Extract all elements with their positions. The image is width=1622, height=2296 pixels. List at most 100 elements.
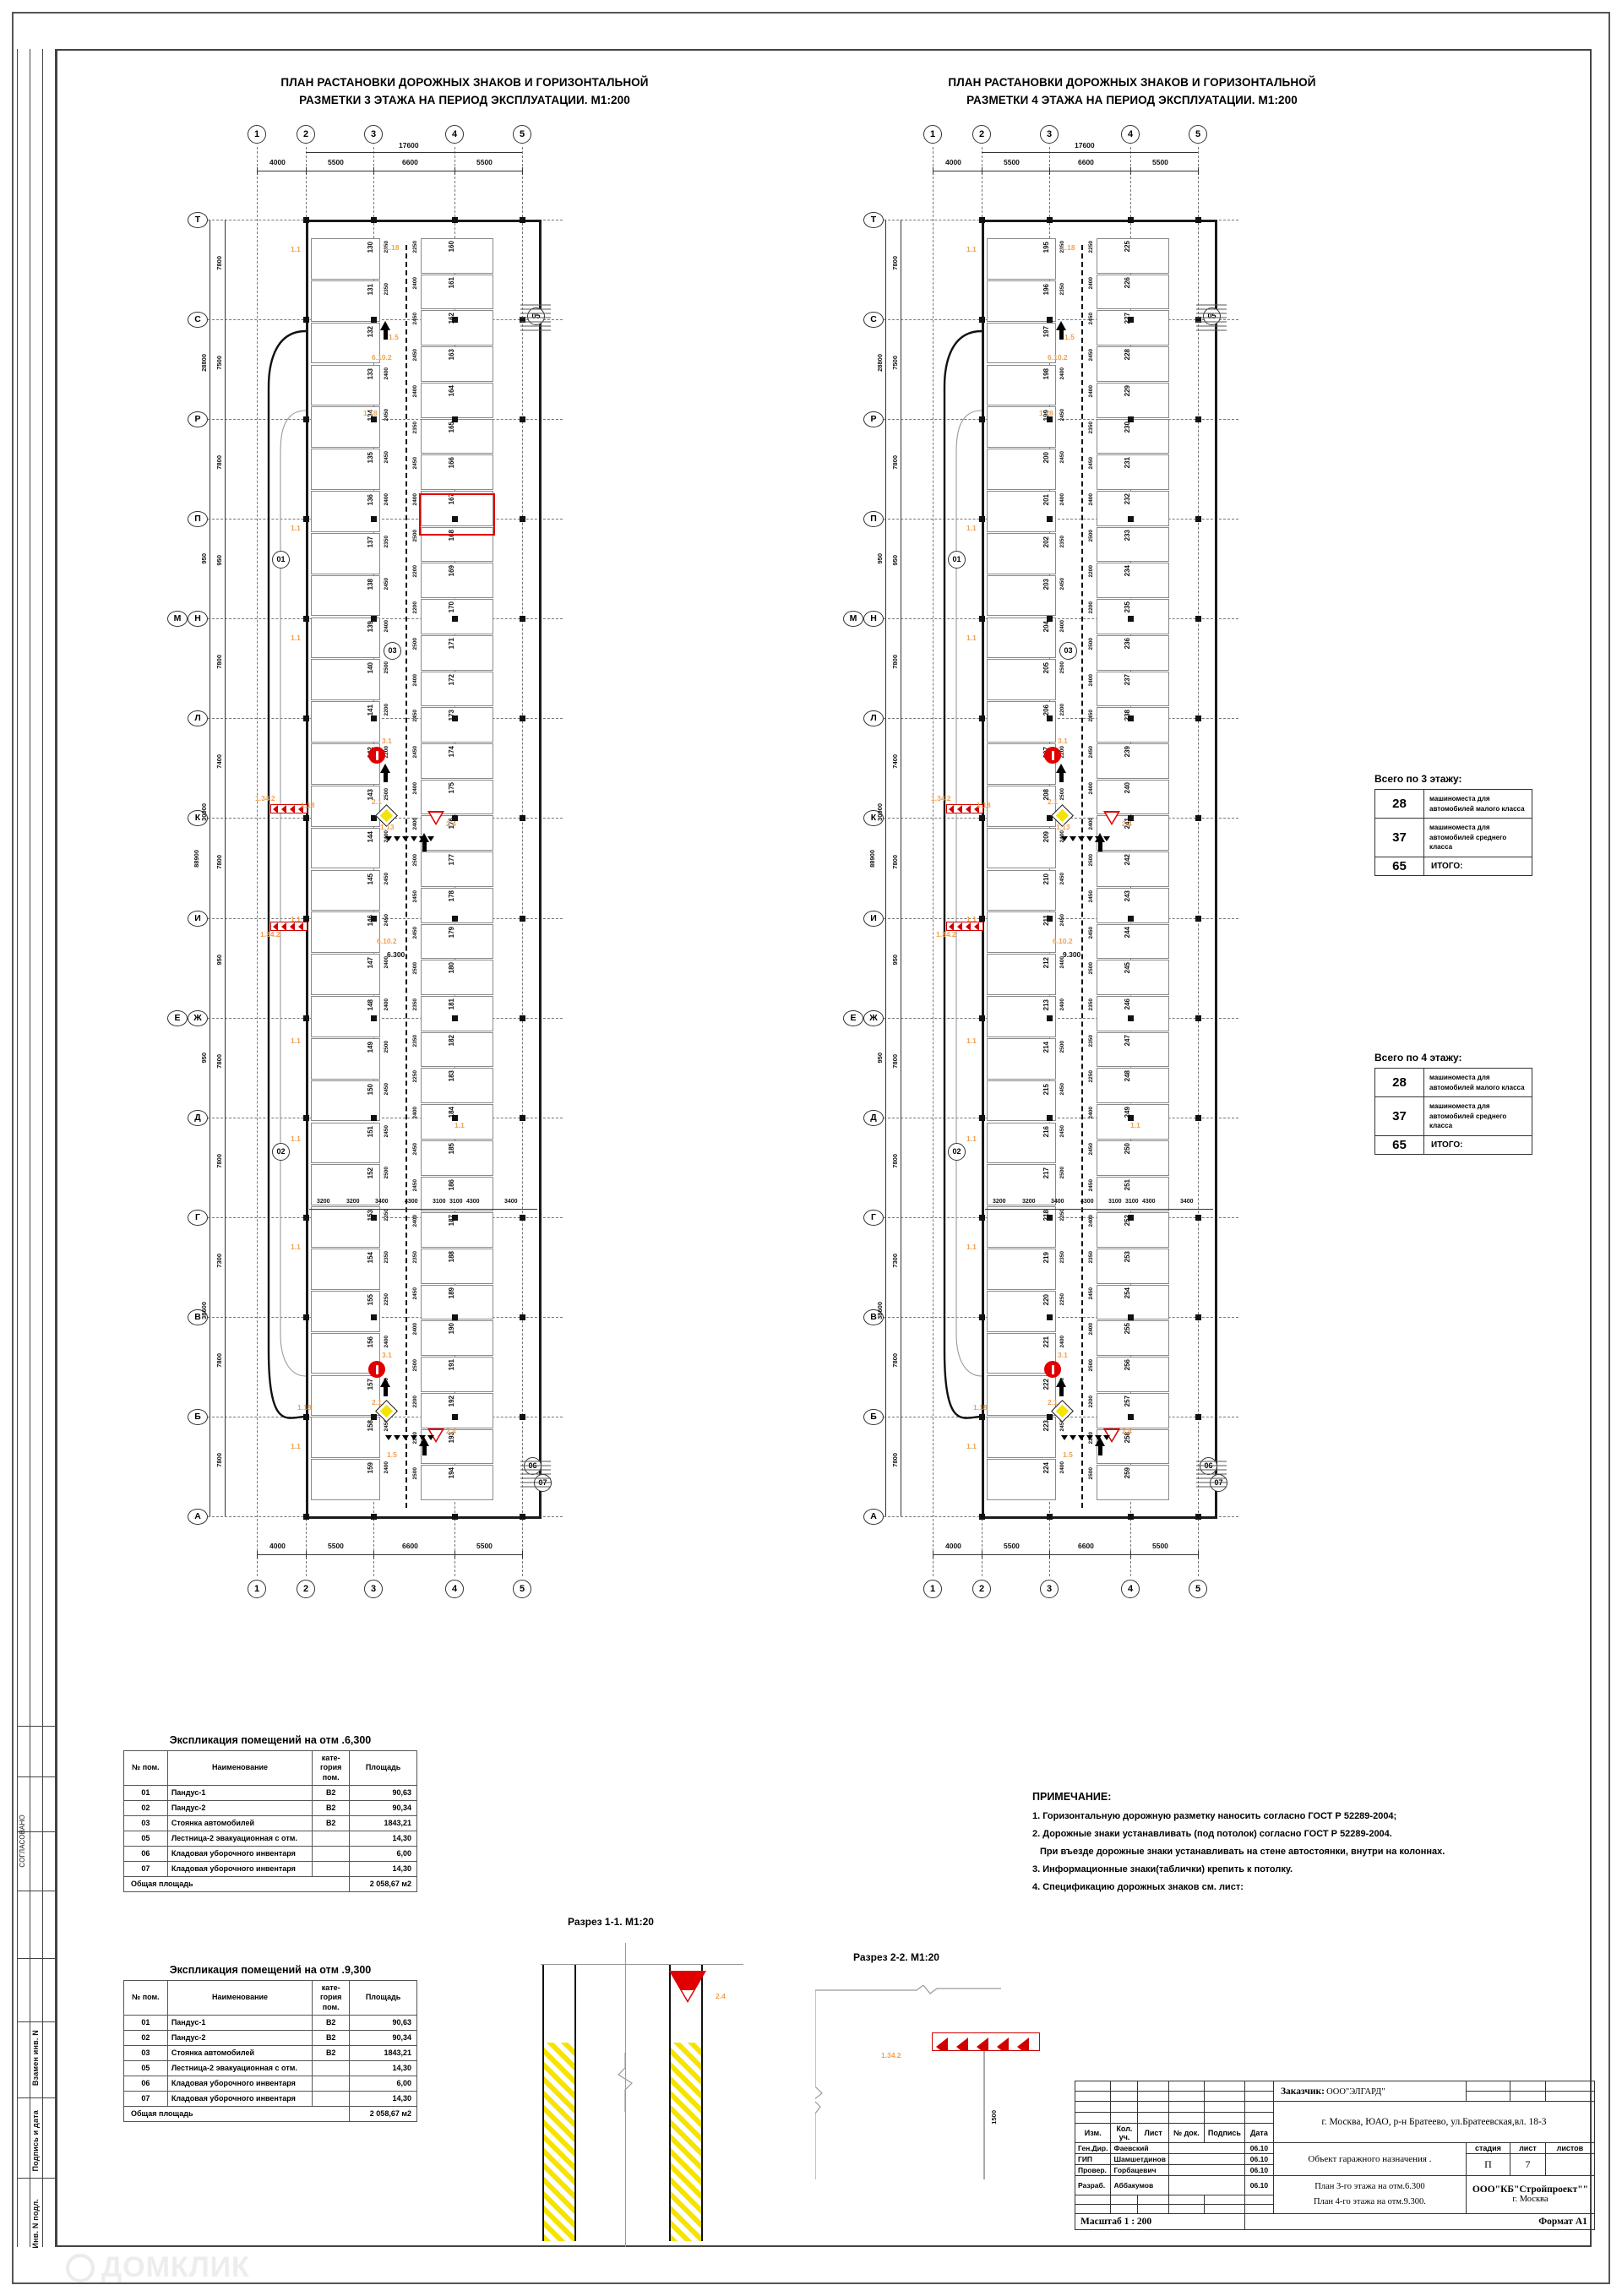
- structural-column: [1128, 1115, 1134, 1121]
- marking-callout-1-5: 1.5: [387, 1450, 397, 1459]
- section-2-2-title: Разрез 2-2. М1:20: [853, 1951, 939, 1963]
- parking-stall: [421, 634, 493, 671]
- dim-label-left-11: 7800: [215, 1353, 223, 1368]
- dim-label-left-4: 7800: [891, 655, 899, 669]
- parking-stall: [311, 1374, 380, 1417]
- structural-column: [1128, 1414, 1134, 1420]
- parking-stall-width: 2450: [412, 710, 418, 722]
- stamp-footer-row: Масштаб 1 : 200 Формат А1: [1075, 2212, 1595, 2230]
- parking-stall-width: 2450: [412, 1287, 418, 1300]
- stage-header: стадия: [1465, 2142, 1510, 2154]
- structural-column: [452, 416, 458, 422]
- parking-stall-number: 239: [1124, 746, 1131, 758]
- parking-stall-number: 202: [1042, 536, 1050, 548]
- grid-bubble-bottom-1: 1: [248, 1580, 266, 1598]
- parking-stall-number: 163: [448, 349, 455, 361]
- grid-line-h-С: [884, 319, 1238, 320]
- sheet-outer-border: [12, 12, 1610, 2284]
- cell-no: 03: [123, 1814, 168, 1831]
- parking-stall: [1097, 1176, 1169, 1212]
- arrow-group: [416, 1437, 433, 1455]
- parking-stall-width: 2250: [384, 1292, 389, 1306]
- parking-stall: [987, 1164, 1056, 1206]
- parking-stall-width: 2500: [1059, 1040, 1065, 1053]
- dim-tick-bottom-3: [1130, 1551, 1131, 1559]
- parking-stall: [987, 1122, 1056, 1164]
- col-header-area: Площадь: [349, 1980, 417, 2016]
- arrow-stem: [1059, 329, 1064, 340]
- parking-stall: [1097, 634, 1169, 671]
- cell-category: [312, 1860, 351, 1877]
- parking-stall-number: 201: [1042, 494, 1050, 506]
- explication-9300: Экспликация помещений на отм .9,300 № по…: [122, 1964, 417, 2122]
- inner-dim-label-5: 3100: [1125, 1199, 1139, 1205]
- break-symbol-icon: [618, 2053, 633, 2112]
- parking-stall: [1097, 1465, 1169, 1500]
- stamp-col-ndok: № док.: [1168, 2123, 1205, 2143]
- cell-no: 01: [123, 2014, 168, 2031]
- parking-stall: [1097, 1320, 1169, 1357]
- sign-chevron-1-34-2-icon: [946, 922, 983, 931]
- parking-stall: [1097, 1392, 1169, 1428]
- plan-title-floor-4-line2: РАЗМЕТКИ 4 ЭТАЖА НА ПЕРИОД ЭКСПЛУАТАЦИИ.…: [966, 93, 1298, 106]
- arrow-up-icon: [1056, 321, 1066, 330]
- parking-stall: [311, 1080, 380, 1122]
- parking-stall: [987, 1459, 1056, 1500]
- parking-stall-number: 221: [1042, 1336, 1050, 1348]
- structural-column: [1195, 1514, 1201, 1520]
- plan-title-floor-3: ПЛАН РАСТАНОВКИ ДОРОЖНЫХ ЗНАКОВ И ГОРИЗО…: [194, 74, 735, 110]
- chevron-arrow-icon: [949, 805, 954, 813]
- triangle-icon: [402, 1435, 409, 1440]
- parking-stall-width: 2200: [412, 601, 418, 614]
- sheet-header: лист: [1509, 2142, 1546, 2154]
- dim-label-left-9: 7800: [891, 1154, 899, 1168]
- parking-stall-number: 205: [1042, 662, 1050, 674]
- grid-bubble-left-Ж: Ж: [863, 1010, 884, 1026]
- structural-column: [371, 1215, 377, 1221]
- structural-column: [303, 815, 309, 821]
- grid-bubble-left-Б: Б: [863, 1409, 884, 1425]
- dim-tick-top-4: [1198, 167, 1199, 175]
- structural-column: [520, 1314, 525, 1320]
- parking-stall-width: 2400: [412, 781, 418, 795]
- marking-callout-1-18: 1.18: [973, 1403, 988, 1412]
- structural-column: [452, 815, 458, 821]
- dim-label-left-10: 7300: [891, 1254, 899, 1268]
- parking-stall-width: 2400: [1059, 998, 1065, 1011]
- parking-stall-width: 2400: [1088, 1107, 1094, 1119]
- cell-area: 14,30: [349, 2090, 417, 2107]
- stamp-row: [1074, 2112, 1595, 2124]
- marking-callout-2-4: 2.4: [446, 819, 456, 828]
- count-label: ИТОГО:: [1423, 856, 1532, 876]
- parking-stall-width: 2500: [412, 962, 418, 975]
- dim-tick-top-4: [522, 167, 523, 175]
- inner-dim-label-0: 3200: [317, 1199, 330, 1205]
- parking-stall: [987, 574, 1056, 617]
- room-bubble-05: 05: [1203, 307, 1221, 325]
- dim-tick-top-3: [454, 167, 455, 175]
- structural-column: [520, 1115, 525, 1121]
- parking-stall: [421, 851, 493, 887]
- grid-bubble-left-П: П: [863, 511, 884, 527]
- triangle-icon: [411, 836, 417, 841]
- parking-stall-width: 2450: [412, 746, 418, 759]
- parking-stall-width: 2450: [384, 872, 389, 884]
- parking-stall-number: 259: [1124, 1467, 1131, 1479]
- parking-stall: [421, 1212, 493, 1248]
- role-date: 06.10: [1244, 2153, 1274, 2165]
- parking-stall-number: 140: [367, 662, 374, 674]
- parking-stall-width: 2350: [384, 535, 389, 548]
- parking-stall: [311, 1459, 380, 1500]
- sign-chevron-1-34-2-icon: [932, 2032, 1040, 2051]
- dim-tick-bottom-3: [454, 1551, 455, 1559]
- parking-stall: [421, 779, 493, 815]
- structural-column: [303, 1514, 309, 1520]
- parking-stall-width: 2250: [1088, 241, 1094, 253]
- parking-stall-width: 2200: [384, 704, 389, 716]
- company-name: ООО"КБ"Стройпроект"": [1472, 2184, 1589, 2195]
- dim-label-top-0: 4000: [945, 158, 961, 166]
- parking-stall: [421, 996, 493, 1031]
- structural-column: [1047, 1215, 1053, 1221]
- cat-line-1: кате-: [321, 1983, 340, 1992]
